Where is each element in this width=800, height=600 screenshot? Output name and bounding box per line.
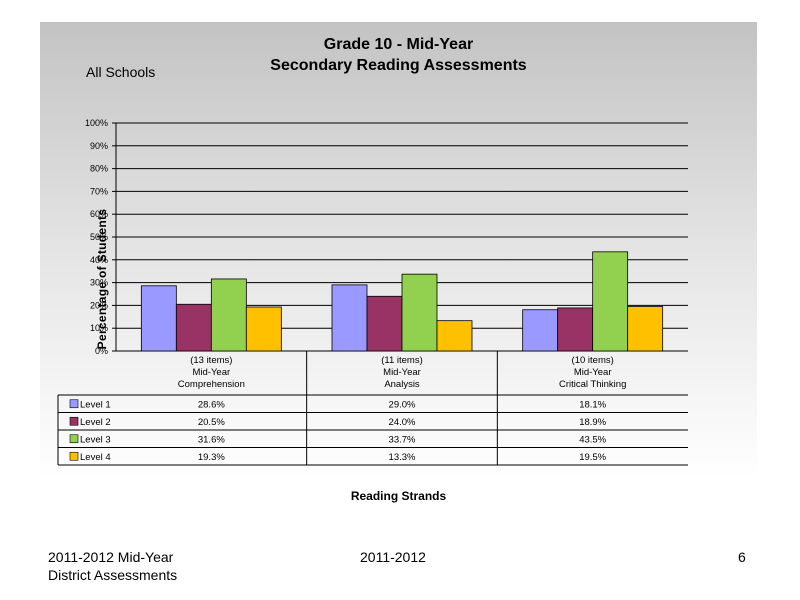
bar: [557, 307, 594, 352]
legend-swatch: [69, 434, 79, 444]
y-tick-label: 40%: [90, 255, 108, 265]
data-table-value: 29.0%: [389, 399, 416, 410]
y-tick-label: 30%: [90, 278, 108, 288]
category-label: Critical Thinking: [559, 379, 626, 390]
category-label: (11 items): [381, 355, 423, 366]
y-tick-label: 10%: [90, 323, 108, 333]
legend-label: Level 1: [80, 399, 111, 410]
data-table-value: 33.7%: [389, 434, 416, 445]
footer-left-line2: District Assessments: [48, 567, 178, 583]
bar: [210, 278, 247, 352]
category-label: (10 items): [572, 355, 614, 366]
footer-left-line1: 2011-2012 Mid-Year: [48, 549, 174, 565]
y-tick-label: 100%: [85, 118, 108, 128]
y-tick-label: 20%: [90, 300, 108, 310]
data-table-value: 24.0%: [389, 417, 416, 428]
y-tick-label: 50%: [90, 232, 108, 242]
chart-title-line2: Secondary Reading Assessments: [270, 57, 527, 74]
page-number: 6: [738, 549, 746, 565]
data-table-value: 43.5%: [579, 434, 606, 445]
data-table-value: 19.3%: [198, 452, 225, 463]
data-table-value: 28.6%: [198, 399, 225, 410]
category-label: Mid-Year: [192, 367, 230, 378]
bar: [627, 306, 664, 352]
data-table-value: 18.9%: [579, 417, 606, 428]
data-table-value: 19.5%: [579, 452, 606, 463]
bar: [401, 273, 438, 352]
y-tick-label: 0%: [95, 346, 108, 356]
footer-left: 2011-2012 Mid-Year District Assessments: [48, 548, 177, 584]
legend-swatch: [69, 451, 79, 461]
footer-center: 2011-2012: [360, 549, 426, 565]
category-label: Mid-Year: [574, 367, 612, 378]
y-tick-label: 60%: [90, 209, 108, 219]
chart-subtitle: All Schools: [86, 64, 156, 80]
category-label: Comprehension: [178, 379, 245, 390]
legend-label: Level 2: [80, 417, 111, 428]
data-table-value: 31.6%: [198, 434, 225, 445]
data-table-value: 18.1%: [579, 399, 606, 410]
bar: [436, 320, 473, 352]
bar: [175, 303, 212, 352]
bar: [592, 251, 629, 352]
category-label: Mid-Year: [383, 367, 421, 378]
category-label: (13 items): [190, 355, 232, 366]
x-axis-label: Reading Strands: [350, 489, 447, 503]
y-tick-label: 90%: [90, 141, 108, 151]
chart-title-line1: Grade 10 - Mid-Year: [323, 36, 474, 53]
bar: [140, 285, 177, 352]
bar-chart: 0% 10% 20% 30% 40% 50% 60% 70% 80% 90% 100% (13 ite…: [57, 118, 688, 466]
legend-label: Level 4: [80, 452, 111, 463]
legend-label: Level 3: [80, 434, 111, 445]
legend-swatch: [69, 416, 79, 426]
bar: [366, 295, 403, 352]
chart-panel: Grade 10 - Mid-Year Secondary Reading As…: [40, 22, 757, 520]
legend-swatch: [69, 399, 79, 409]
y-tick-label: 80%: [90, 164, 108, 174]
bar: [245, 306, 282, 352]
data-table-value: 13.3%: [389, 452, 416, 463]
category-label: Analysis: [384, 379, 420, 390]
y-tick-label: 70%: [90, 186, 108, 196]
data-table-value: 20.5%: [198, 417, 225, 428]
bar: [331, 284, 368, 352]
bar: [522, 309, 559, 352]
